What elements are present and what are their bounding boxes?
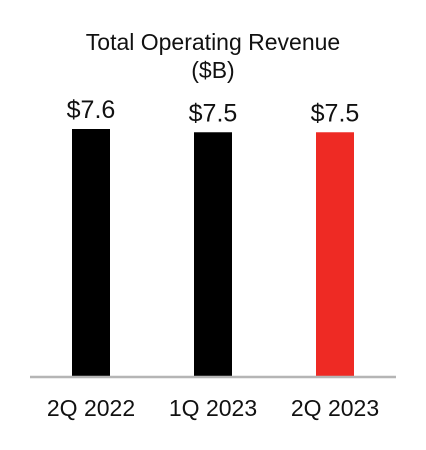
chart-title: Total Operating Revenue bbox=[85, 29, 341, 55]
value-label: $7.5 bbox=[189, 99, 238, 127]
bar-1q-2023 bbox=[194, 132, 232, 377]
x-tick-label: 2Q 2023 bbox=[291, 395, 379, 421]
value-label: $7.6 bbox=[67, 96, 116, 124]
value-labels-layer: $7.6 $7.5 $7.5 bbox=[67, 96, 360, 127]
bars-layer bbox=[72, 129, 354, 377]
x-tick-labels: 2Q 2022 1Q 2023 2Q 2023 bbox=[47, 395, 379, 421]
bar-2q-2022 bbox=[72, 129, 110, 377]
x-tick-label: 2Q 2022 bbox=[47, 395, 135, 421]
x-tick-label: 1Q 2023 bbox=[169, 395, 257, 421]
value-label: $7.5 bbox=[311, 99, 360, 127]
bar-2q-2023 bbox=[316, 132, 354, 377]
chart-subtitle: ($B) bbox=[191, 57, 235, 83]
